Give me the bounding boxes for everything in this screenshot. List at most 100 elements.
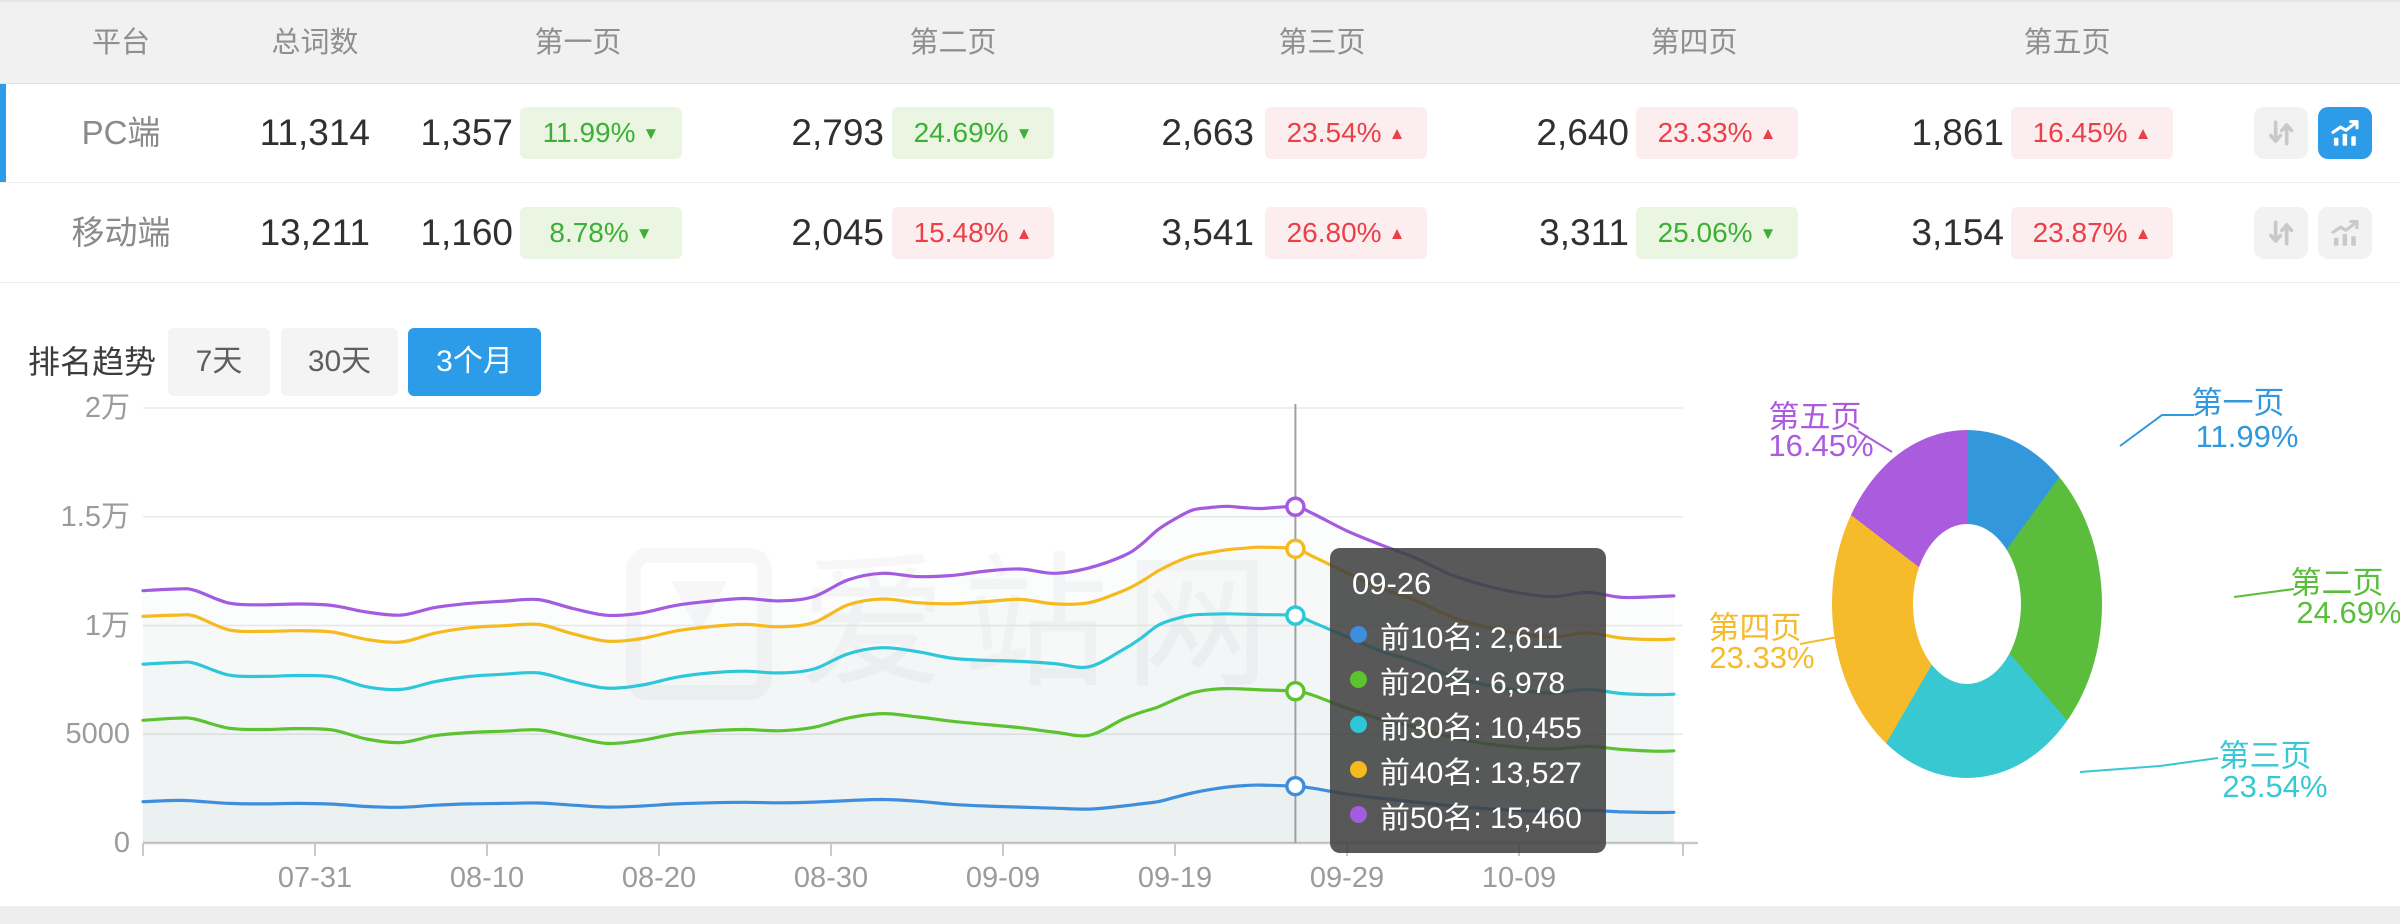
page-count-value: 1,861 [1911,112,2004,153]
series-dot-icon [1350,671,1367,688]
pie-leader-line [2119,414,2194,447]
percent-change-badge: 23.54% ▲ [1265,107,1427,159]
x-axis-label: 10-09 [1481,862,1557,894]
pie-label-第一页: 第一页 [2191,385,2285,421]
arrow-down-icon: ▼ [642,124,660,143]
percent-change-badge: 15.48% ▲ [892,207,1054,259]
percent-value: 15.48% [913,217,1009,248]
x-axis-label: 08-30 [793,862,869,894]
tooltip-item-text: 前30名: 10,455 [1380,711,1582,745]
compare-arrows-button[interactable] [2254,207,2308,259]
pie-percent-第五页: 16.45% [1768,428,1874,463]
hover-marker-前30名 [1285,605,1306,626]
tooltip-item-text: 前40名: 13,527 [1380,756,1582,790]
column-header: 第一页 [534,27,622,59]
page-count-value: 2,793 [791,112,884,153]
arrow-up-icon: ▲ [1759,124,1777,143]
table-header: 平台 总词数 第一页 第二页 第三页 第四页 第五页 [0,0,2400,84]
tab-30天[interactable]: 30天 [281,328,398,396]
tooltip-item-text: 前50名: 15,460 [1380,801,1582,835]
tooltip-item: 前30名: 10,455 [1350,702,1582,747]
hover-marker-前10名 [1285,776,1306,797]
x-axis-label: 09-09 [965,862,1041,894]
pie-leader-line [2233,588,2295,598]
arrow-down-icon: ▼ [1759,224,1777,243]
y-axis-label: 1万 [84,609,130,642]
column-header: 第四页 [1650,27,1738,59]
total-words-value: 13,211 [259,212,370,253]
compare-arrows-button[interactable] [2254,107,2308,159]
percent-change-badge: 8.78% ▼ [520,207,682,259]
percent-value: 11.99% [542,117,636,148]
x-axis-label: 08-20 [621,862,697,894]
active-row-accent [0,84,6,182]
tooltip-date: 09-26 [1352,566,1432,601]
percent-change-badge: 24.69% ▼ [892,107,1054,159]
platform-label: PC端 [81,114,161,151]
series-dot-icon [1350,761,1367,778]
total-words-value: 11,314 [259,112,370,153]
percent-value: 26.80% [1286,217,1382,248]
percent-change-badge: 23.33% ▲ [1636,107,1798,159]
chart-tooltip: 09-26 前10名: 2,611 前20名: 6,978 前30名: 10,455… [1330,548,1606,853]
pie-leader-line [2079,757,2219,773]
y-axis-label: 1.5万 [60,500,130,533]
tooltip-item: 前40名: 13,527 [1350,747,1582,792]
pie-percent-第三页: 23.54% [2222,769,2328,804]
page-count-value: 2,640 [1536,112,1629,153]
trend-chart-button[interactable] [2318,207,2372,259]
page-count-value: 2,045 [791,212,884,253]
pie-label-第五页: 第五页 [1768,399,1862,435]
pie-percent-第一页: 11.99% [2195,419,2299,454]
percent-change-badge: 25.06% ▼ [1636,207,1798,259]
series-dot-icon [1350,716,1367,733]
tooltip-item: 前20名: 6,978 [1350,657,1582,702]
y-axis-label: 5000 [65,718,130,751]
table-row[interactable]: 移动端 13,211 1,160 8.78% ▼ 2,045 15.48% ▲ 3,541 26.… [0,184,2400,283]
hover-marker-前40名 [1285,538,1306,559]
column-header: 总词数 [271,27,359,59]
x-axis-label: 07-31 [277,862,353,894]
series-dot-icon [1350,806,1367,823]
page-count-value: 3,311 [1539,212,1629,253]
percent-change-badge: 26.80% ▲ [1265,207,1427,259]
trend-chart-button[interactable] [2318,107,2372,159]
column-header: 第二页 [909,27,997,59]
percent-value: 23.54% [1286,117,1382,148]
pie-percent-第二页: 24.69% [2296,595,2400,630]
arrow-up-icon: ▲ [1388,124,1406,143]
pie-label-第二页: 第二页 [2290,565,2384,601]
compare-arrows-icon [2268,220,2294,246]
pie-label-第四页: 第四页 [1708,610,1802,646]
percent-change-badge: 11.99% ▼ [520,107,682,159]
page-count-value: 1,357 [420,112,513,153]
percent-value: 24.69% [913,117,1009,148]
trend-chart-icon [2331,120,2359,146]
tab-7天[interactable]: 7天 [168,328,270,396]
percent-value: 25.06% [1657,217,1753,248]
column-header: 第五页 [2023,27,2111,59]
arrow-down-icon: ▼ [635,224,653,243]
page-count-value: 3,154 [1911,212,2004,253]
percent-change-badge: 16.45% ▲ [2011,107,2173,159]
tooltip-item-text: 前10名: 2,611 [1380,621,1563,655]
series-dot-icon [1350,626,1367,643]
percent-value: 8.78% [549,217,629,248]
page-count-value: 1,160 [420,212,513,253]
footer-strip [0,906,2400,924]
hover-marker-前20名 [1285,681,1306,702]
x-axis-label: 09-19 [1137,862,1213,894]
pie-label-第三页: 第三页 [2218,738,2312,774]
watermark-logo-icon [626,548,772,700]
aizhan-watermark: 爱站网 [626,548,1286,700]
y-axis-label: 2万 [84,392,130,424]
arrow-up-icon: ▲ [2134,224,2152,243]
x-axis-label: 08-10 [449,862,525,894]
trend-chart-icon [2331,220,2359,246]
page-count-value: 3,541 [1161,212,1254,253]
arrow-down-icon: ▼ [1015,124,1033,143]
tab-3个月[interactable]: 3个月 [408,328,541,396]
table-row[interactable]: PC端 11,314 1,357 11.99% ▼ 2,793 24.69% ▼ 2,663 23… [0,84,2400,183]
percent-value: 16.45% [2032,117,2128,148]
x-axis-label: 09-29 [1309,862,1385,894]
